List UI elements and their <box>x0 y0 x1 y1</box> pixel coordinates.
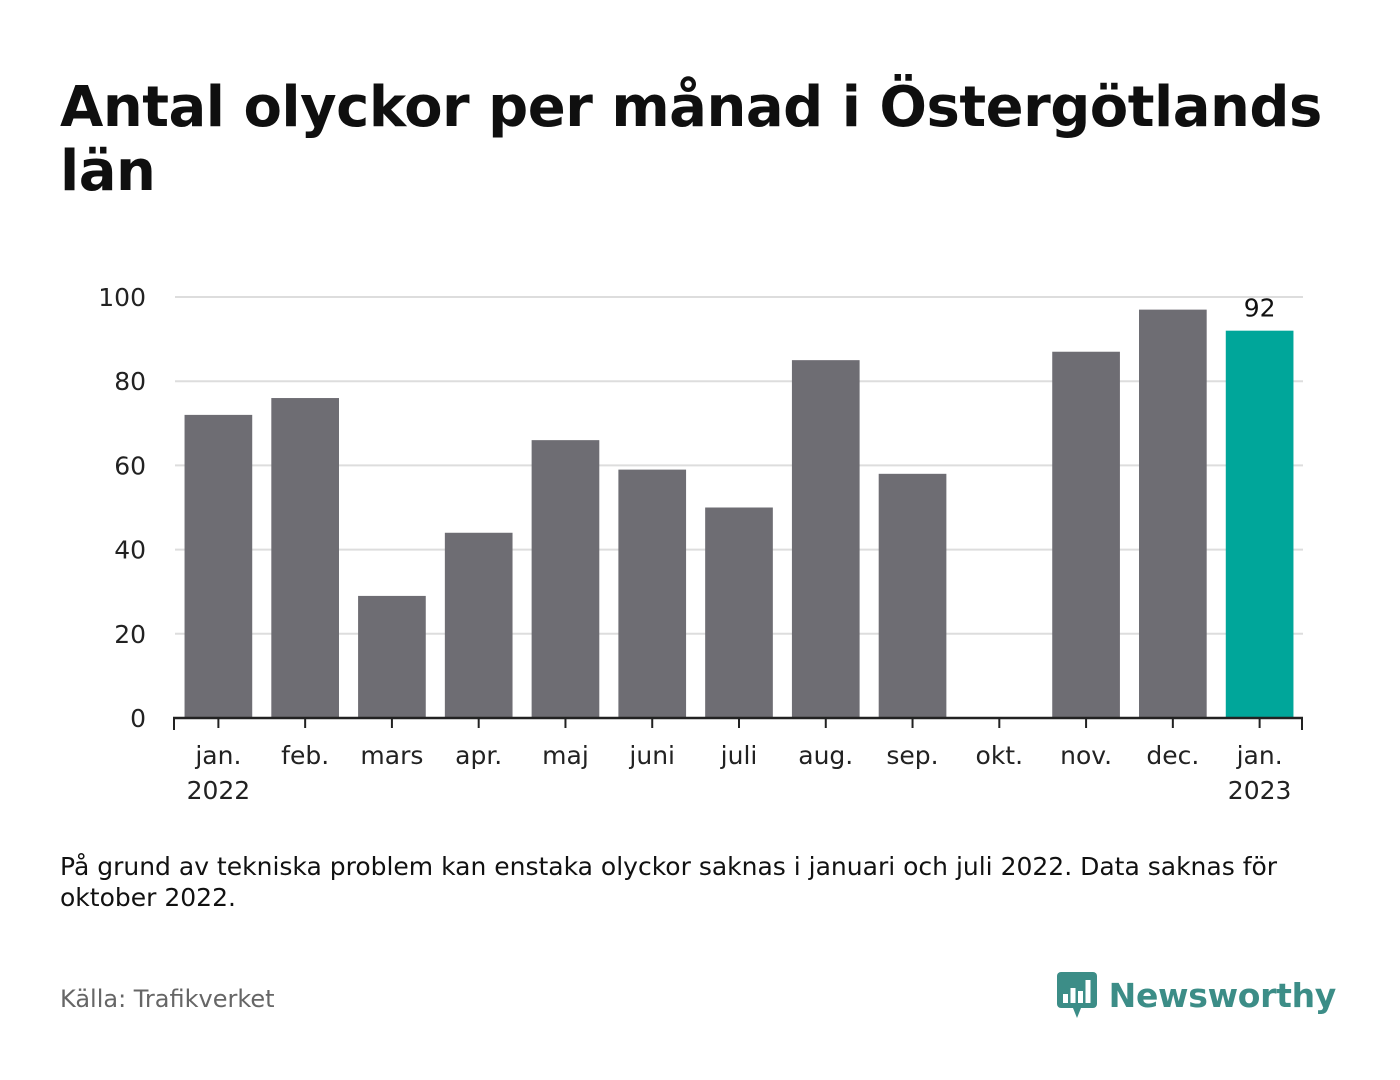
x-axis-labels: jan. 2022 feb. mars apr. maj juni juli aug. sep. o… <box>187 741 1292 805</box>
x-tick-label: dec. <box>1146 741 1199 770</box>
x-tick-label: jan. <box>194 741 241 770</box>
x-tick-label: juni <box>628 741 675 770</box>
y-tick-label: 80 <box>114 367 146 396</box>
bars <box>184 309 1294 718</box>
footnote: På grund av tekniska problem kan enstaka… <box>60 852 1278 912</box>
data-label: 92 <box>1244 294 1276 323</box>
bar-10 <box>1052 351 1120 718</box>
bar-12 <box>1225 330 1294 718</box>
bar-1 <box>271 398 339 718</box>
x-tick-label: mars <box>360 741 423 770</box>
x-tick-year-label: 2023 <box>1228 776 1292 805</box>
x-tick-label: aug. <box>798 741 853 770</box>
bar-2 <box>358 595 426 718</box>
y-tick-label: 60 <box>114 451 146 480</box>
data-labels: 92 <box>1244 294 1276 323</box>
bar-0 <box>184 414 253 718</box>
newsworthy-logo-icon <box>1056 972 1097 1018</box>
y-tick-label: 20 <box>114 620 146 649</box>
chart-title: Antal olyckor per månad i Östergötlands … <box>60 75 1322 204</box>
x-tick-label: apr. <box>455 741 502 770</box>
bar-4 <box>531 440 600 718</box>
x-axis <box>173 716 1303 730</box>
x-tick-label: nov. <box>1060 741 1112 770</box>
x-tick-label: okt. <box>976 741 1024 770</box>
y-axis-labels: 0 20 40 60 80 100 <box>98 283 146 733</box>
y-tick-label: 0 <box>130 704 146 733</box>
bar-8 <box>878 473 947 718</box>
x-tick-label: sep. <box>886 741 938 770</box>
x-tick-label: maj <box>542 741 589 770</box>
brand-name: Newsworthy <box>1108 975 1337 1015</box>
bar-11 <box>1139 309 1207 718</box>
bar-7 <box>791 360 860 718</box>
x-tick-year-label: 2022 <box>187 776 251 805</box>
bar-6 <box>705 507 773 718</box>
bar-chart: 0 20 40 60 80 100 jan. 2022 feb. mars apr. maj juni… <box>98 283 1303 805</box>
y-tick-label: 100 <box>98 283 146 312</box>
x-tick-label: feb. <box>281 741 329 770</box>
x-tick-label: juli <box>720 741 758 770</box>
bar-5 <box>618 469 687 718</box>
y-tick-label: 40 <box>114 536 146 565</box>
bar-3 <box>444 532 513 718</box>
source-text: Källa: Trafikverket <box>60 985 275 1013</box>
x-tick-label: jan. <box>1236 741 1283 770</box>
newsworthy-brand: Newsworthy <box>1056 970 1337 1020</box>
